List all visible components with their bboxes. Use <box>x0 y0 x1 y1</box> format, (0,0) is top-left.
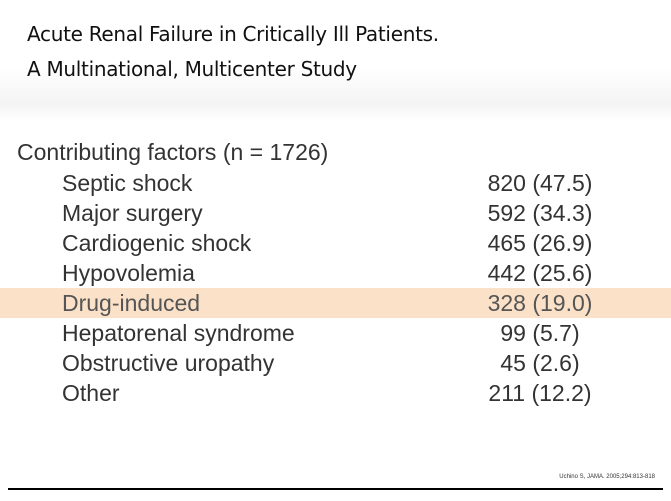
factor-label: Hepatorenal syndrome <box>62 320 295 346</box>
factor-label: Obstructive uropathy <box>62 350 275 376</box>
factor-row-obstructive-uropathy: Obstructive uropathy 45 (2.6) <box>0 348 671 378</box>
factor-value: 211 (12.2) <box>488 380 592 406</box>
citation: Uchino S, JAMA. 2005;294:813-818 <box>559 474 655 480</box>
factor-row-major-surgery: Major surgery 592 (34.3) <box>0 198 671 228</box>
factor-value: 99 (5.7) <box>500 320 580 346</box>
factor-label: Cardiogenic shock <box>62 230 252 256</box>
factor-value: 820 (47.5) <box>487 170 593 196</box>
slide-title-line-1: Acute Renal Failure in Critically Ill Pa… <box>27 22 439 46</box>
factor-value: 442 (25.6) <box>487 260 593 286</box>
factor-value: 45 (2.6) <box>500 350 580 376</box>
factor-row-septic-shock: Septic shock 820 (47.5) <box>0 168 671 198</box>
factor-label: Major surgery <box>62 200 203 226</box>
factor-row-drug-induced-highlighted: Drug-induced 328 (19.0) <box>0 288 671 318</box>
factor-label: Hypovolemia <box>62 260 195 286</box>
table-heading: Contributing factors (n = 1726) <box>17 139 329 165</box>
title-band <box>0 0 671 122</box>
factor-row-other: Other 211 (12.2) <box>0 378 671 408</box>
factor-row-hepatorenal-syndrome: Hepatorenal syndrome 99 (5.7) <box>0 318 671 348</box>
factor-label: Drug-induced <box>62 290 201 316</box>
factor-label: Other <box>62 380 120 406</box>
bottom-rule <box>8 488 663 490</box>
factor-label: Septic shock <box>62 170 193 196</box>
factor-value: 465 (26.9) <box>487 230 593 256</box>
factor-value: 328 (19.0) <box>487 290 593 316</box>
factor-row-cardiogenic-shock: Cardiogenic shock 465 (26.9) <box>0 228 671 258</box>
factor-value: 592 (34.3) <box>487 200 593 226</box>
slide-title-line-2: A Multinational, Multicenter Study <box>27 57 357 81</box>
factor-row-hypovolemia: Hypovolemia 442 (25.6) <box>0 258 671 288</box>
